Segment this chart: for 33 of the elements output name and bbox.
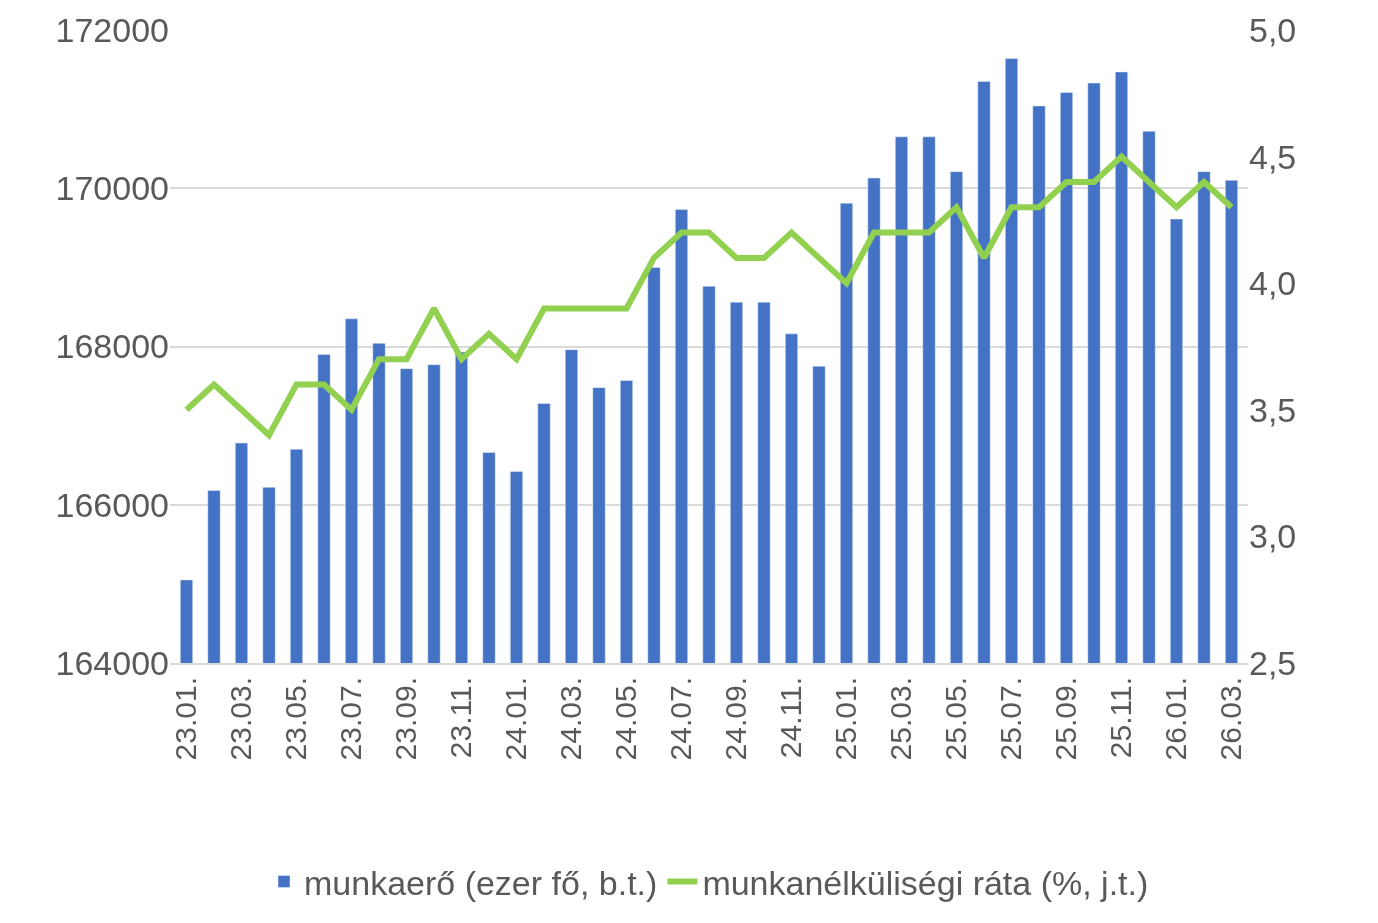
x-tick-label: 23.05. [279,677,313,761]
y-tick-label: 172000 [55,10,169,49]
y-tick-label: 166000 [55,485,169,524]
legend-label: munkaerő (ezer fő, b.t.) [304,863,658,902]
y-tick-label: 170000 [55,169,169,208]
x-tick-label: 24.11. [774,677,808,759]
x-tick-label: 25.09. [1049,677,1083,761]
x-tick-label: 25.01. [829,677,863,761]
x-tick-label: 23.09. [389,677,423,761]
y-tick-label: 168000 [55,327,169,366]
x-tick-label: 25.07. [994,677,1028,761]
legend-label: munkanélküliségi ráta (%, j.t.) [702,863,1149,902]
x-tick-label: 24.03. [554,677,588,761]
x-tick-label: 25.05. [939,677,973,761]
x-tick-label: 24.09. [719,677,753,761]
x-tick-label: 26.01. [1159,677,1193,761]
y2-tick-label: 4,5 [1249,137,1297,176]
y2-tick-label: 3,5 [1249,390,1297,429]
x-tick-label: 23.11. [444,677,478,759]
y2-tick-label: 2,5 [1249,643,1297,682]
x-tick-label: 24.07. [664,677,698,761]
y2-tick-label: 3,0 [1249,517,1297,556]
x-tick-label: 23.01. [169,677,203,761]
x-tick-label: 24.01. [499,677,533,761]
x-tick-label: 24.05. [609,677,643,761]
y-tick-label: 164000 [55,643,169,682]
x-tick-label: 23.03. [224,677,258,761]
y2-tick-label: 4,0 [1249,264,1297,303]
x-tick-label: 23.07. [334,677,368,761]
y2-tick-label: 5,0 [1249,10,1297,49]
x-tick-label: 25.03. [884,677,918,761]
x-tick-label: 25.11. [1104,677,1138,759]
x-tick-label: 26.03. [1214,677,1248,761]
